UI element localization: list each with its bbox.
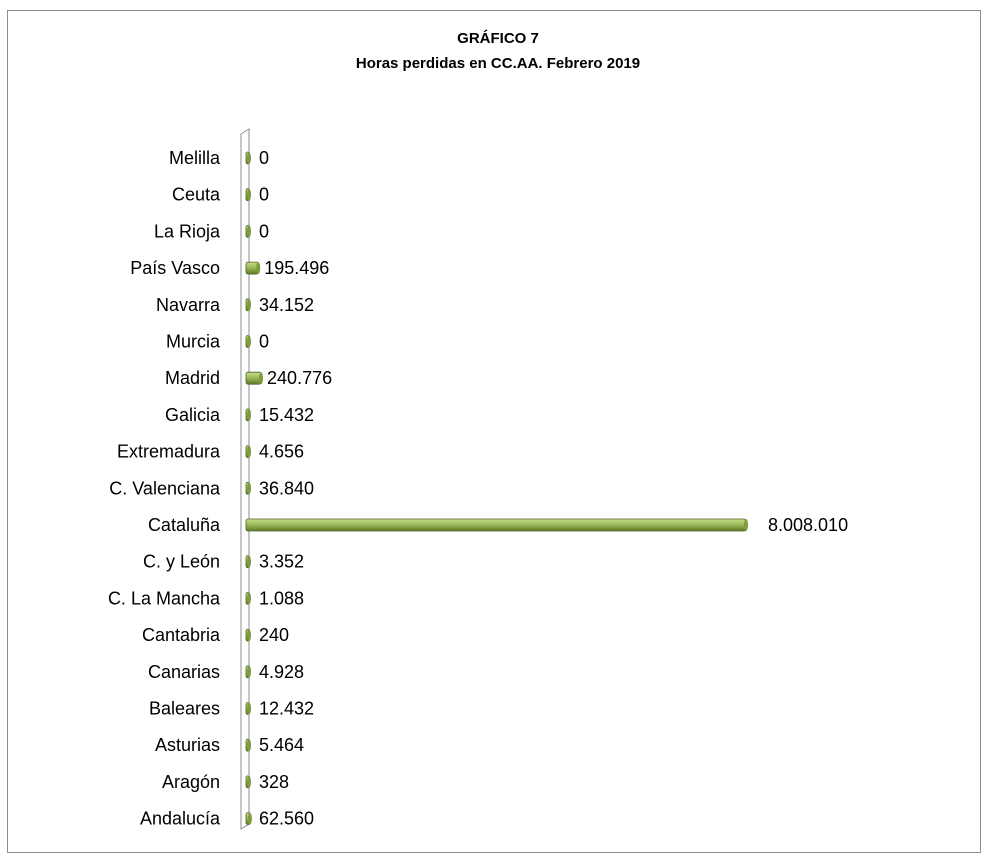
bar-cap bbox=[247, 702, 251, 715]
bar-cap bbox=[247, 188, 251, 201]
bar-cap bbox=[247, 592, 251, 605]
value-label: 36.840 bbox=[259, 478, 314, 498]
value-label: 0 bbox=[259, 221, 269, 241]
bar-cap bbox=[247, 335, 251, 348]
value-label: 4.656 bbox=[259, 442, 304, 462]
category-label: Melilla bbox=[169, 148, 221, 168]
bar-cap bbox=[744, 519, 748, 531]
value-label: 15.432 bbox=[259, 405, 314, 425]
category-label: Canarias bbox=[148, 662, 220, 682]
category-label: Madrid bbox=[165, 368, 220, 388]
chart-title: GRÁFICO 7 bbox=[457, 30, 539, 47]
category-label: Navarra bbox=[156, 295, 221, 315]
value-labels: 62.560 328 5.464 12.432 4.928 240 1.088 3.352 8.… bbox=[259, 148, 848, 829]
bar-chart: GRÁFICO 7 Horas perdidas en CC.AA. Febre… bbox=[108, 30, 848, 830]
bar-cap bbox=[247, 408, 251, 421]
bar-cap bbox=[247, 482, 251, 495]
value-label: 240 bbox=[259, 625, 289, 645]
category-label: Galicia bbox=[165, 405, 221, 425]
value-label: 8.008.010 bbox=[768, 515, 848, 535]
value-label: 34.152 bbox=[259, 295, 314, 315]
bar-cap bbox=[247, 739, 251, 752]
chart-subtitle: Horas perdidas en CC.AA. Febrero 2019 bbox=[356, 55, 640, 72]
category-label: Cantabria bbox=[142, 625, 221, 645]
bar-cap bbox=[247, 775, 251, 788]
category-labels: Andalucía Aragón Asturias Baleares Canarias C… bbox=[108, 148, 221, 829]
value-label: 328 bbox=[259, 772, 289, 792]
category-label: Extremadura bbox=[117, 442, 221, 462]
bar-cap bbox=[256, 262, 261, 275]
chart-frame: GRÁFICO 7 Horas perdidas en CC.AA. Febre… bbox=[7, 10, 981, 853]
value-label: 0 bbox=[259, 185, 269, 205]
category-label: Murcia bbox=[166, 332, 221, 352]
category-label: País Vasco bbox=[130, 258, 220, 278]
value-label: 0 bbox=[259, 148, 269, 168]
value-label: 195.496 bbox=[264, 258, 329, 278]
value-label: 1.088 bbox=[259, 588, 304, 608]
value-label: 4.928 bbox=[259, 662, 304, 682]
value-label: 62.560 bbox=[259, 809, 314, 829]
bars-layer bbox=[245, 151, 748, 825]
category-label: Asturias bbox=[155, 735, 220, 755]
bar-cap bbox=[247, 152, 251, 164]
category-label: Cataluña bbox=[148, 515, 221, 535]
category-label: Aragón bbox=[162, 772, 220, 792]
category-label: C. La Mancha bbox=[108, 588, 221, 608]
bar-cap bbox=[247, 665, 251, 678]
bar-cap bbox=[247, 555, 251, 568]
category-label: C. y León bbox=[143, 552, 220, 572]
value-label: 5.464 bbox=[259, 735, 304, 755]
value-label: 12.432 bbox=[259, 699, 314, 719]
category-label: Baleares bbox=[149, 699, 220, 719]
value-label: 240.776 bbox=[267, 368, 332, 388]
bar-cap bbox=[247, 629, 251, 642]
bar-catalu-a bbox=[245, 518, 747, 532]
bar-cap bbox=[247, 225, 251, 238]
category-label: C. Valenciana bbox=[109, 478, 221, 498]
category-label: La Rioja bbox=[154, 221, 221, 241]
value-label: 0 bbox=[259, 332, 269, 352]
category-label: Ceuta bbox=[172, 185, 221, 205]
bar-madrid bbox=[245, 371, 262, 385]
category-label: Andalucía bbox=[140, 809, 221, 829]
bar-cap bbox=[247, 298, 251, 311]
value-label: 3.352 bbox=[259, 552, 304, 572]
bar-cap bbox=[259, 372, 264, 385]
bar-cap bbox=[247, 445, 251, 458]
bar-cap bbox=[247, 812, 252, 825]
